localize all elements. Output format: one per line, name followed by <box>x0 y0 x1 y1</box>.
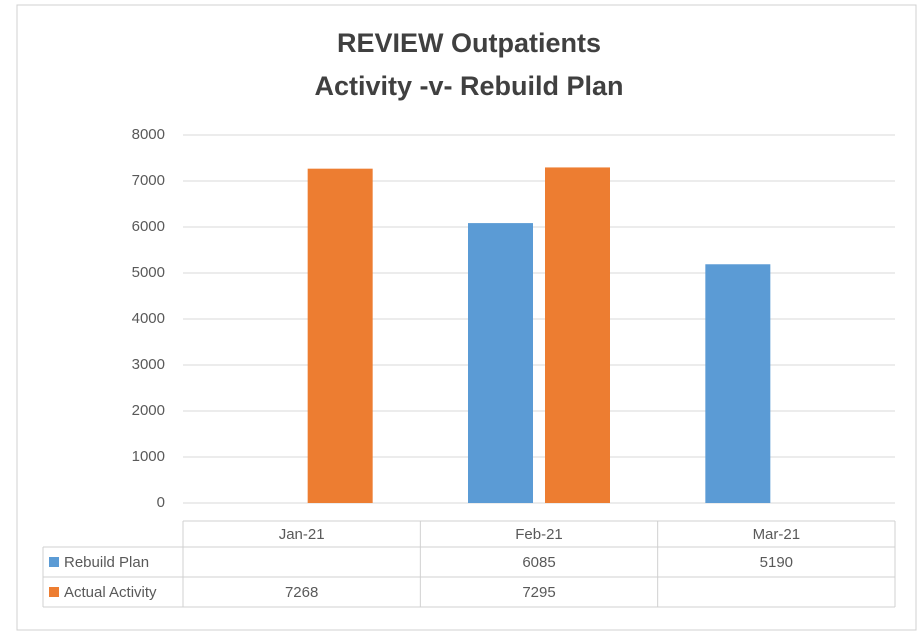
legend-swatch <box>49 587 59 597</box>
bar <box>307 168 373 503</box>
bar <box>468 223 533 503</box>
table-value: 6085 <box>522 554 555 571</box>
chart-title: Activity -v- Rebuild Plan <box>314 71 623 101</box>
y-tick-label: 6000 <box>132 218 165 235</box>
table-value: 7268 <box>285 584 318 601</box>
y-tick-label: 0 <box>157 494 165 511</box>
x-tick-label: Mar-21 <box>753 526 801 543</box>
table-value: 7295 <box>522 584 555 601</box>
bar <box>705 264 771 503</box>
y-tick-label: 4000 <box>132 310 165 327</box>
y-tick-label: 3000 <box>132 356 165 373</box>
chart-title: REVIEW Outpatients <box>337 28 601 58</box>
x-tick-label: Jan-21 <box>279 526 325 543</box>
legend-label: Rebuild Plan <box>64 554 149 571</box>
legend-swatch <box>49 557 59 567</box>
y-tick-label: 7000 <box>132 172 165 189</box>
y-tick-label: 1000 <box>132 448 165 465</box>
y-tick-label: 8000 <box>132 126 165 143</box>
y-tick-label: 2000 <box>132 402 165 419</box>
legend-label: Actual Activity <box>64 584 157 601</box>
table-value: 5190 <box>760 554 793 571</box>
bar <box>545 167 610 503</box>
y-tick-label: 5000 <box>132 264 165 281</box>
x-tick-label: Feb-21 <box>515 526 563 543</box>
